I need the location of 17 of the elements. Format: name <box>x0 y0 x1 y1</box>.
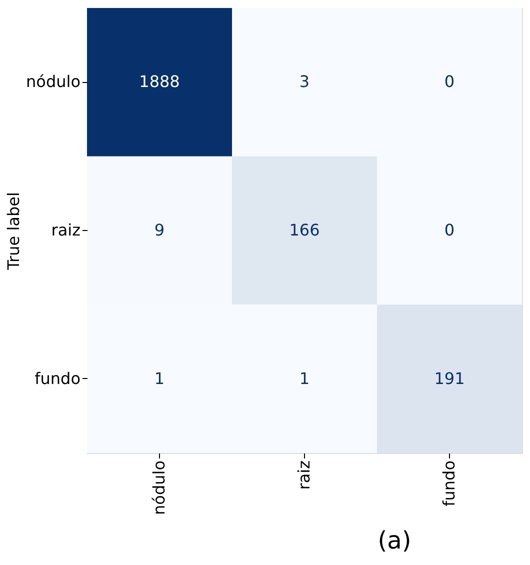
data-label: 166 <box>289 220 320 240</box>
data-label: 1888 <box>139 72 180 92</box>
data-label: 3 <box>299 72 310 92</box>
data-label: 0 <box>444 220 455 240</box>
data-label: 1 <box>154 368 165 388</box>
x-tick-label: fundo <box>440 460 458 506</box>
y-axis-title: True label <box>4 192 24 271</box>
text: (a) <box>378 526 412 554</box>
y-tick-label: raiz <box>51 220 80 240</box>
data-label: 191 <box>434 368 465 388</box>
data-label: 1 <box>299 368 310 388</box>
x-tick-label: nódulo <box>150 460 168 515</box>
y-tick-label: nódulo <box>26 72 80 92</box>
x-tick-label: raiz <box>294 460 314 490</box>
data-label: 0 <box>444 72 455 92</box>
y-tick-label: fundo <box>34 368 80 388</box>
data-label: 9 <box>154 220 165 240</box>
